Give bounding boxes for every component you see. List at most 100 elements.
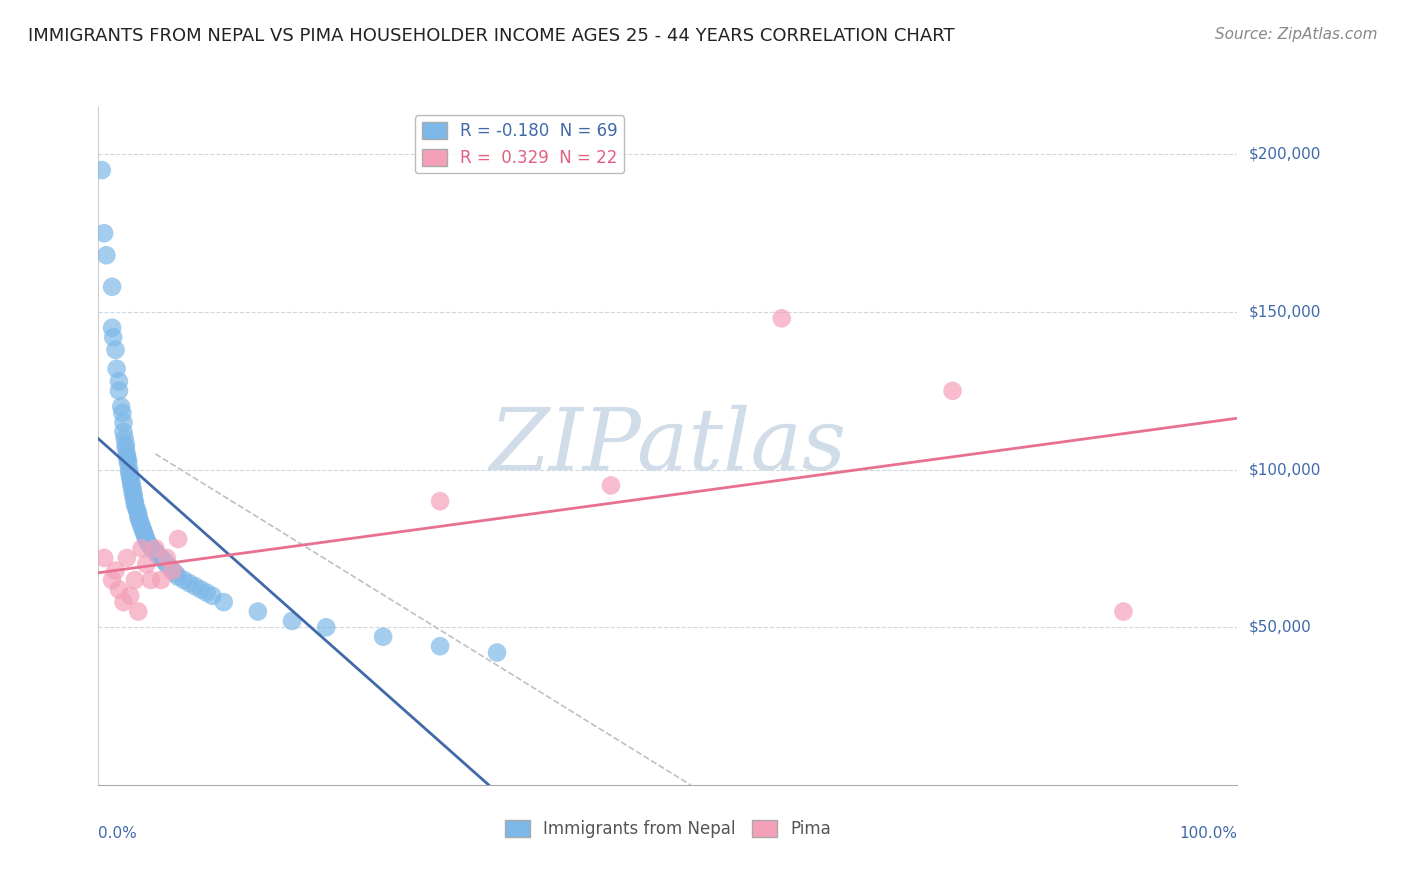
Point [93,550,115,565]
Point [118,466,141,480]
Point [121,482,143,496]
Point [112,425,135,439]
Point [141,541,163,556]
Point [127,507,149,521]
Point [156,550,179,565]
Point [124,573,146,587]
Point [128,513,150,527]
Point [770,311,793,326]
Text: $100,000: $100,000 [1249,462,1322,477]
Point [190,582,212,597]
Point [371,630,394,644]
Point [103,330,125,344]
Point [165,566,187,581]
Point [114,441,136,455]
Text: 0.0%: 0.0% [98,826,138,840]
Point [129,516,152,531]
Point [120,472,142,486]
Point [115,447,138,461]
Point [138,538,160,552]
Point [162,564,184,578]
Point [167,570,190,584]
Point [122,491,145,505]
Point [93,226,115,240]
Point [162,564,184,578]
Point [127,503,149,517]
Point [101,279,124,293]
Point [281,614,304,628]
Point [132,525,155,540]
Point [120,475,142,490]
Text: 100.0%: 100.0% [1180,826,1237,840]
Text: ZIPatlas: ZIPatlas [489,405,846,487]
Point [132,523,155,537]
Point [139,573,162,587]
Point [131,519,153,533]
Point [125,500,148,515]
Text: $200,000: $200,000 [1249,147,1322,161]
Point [122,488,145,502]
Point [146,548,169,562]
Point [429,494,451,508]
Point [111,406,134,420]
Point [127,605,149,619]
Point [167,532,190,546]
Point [429,639,451,653]
Legend: Immigrants from Nepal, Pima: Immigrants from Nepal, Pima [498,813,838,845]
Point [179,576,201,591]
Point [105,361,128,376]
Point [104,343,127,357]
Point [145,541,167,556]
Point [135,558,157,572]
Point [195,585,218,599]
Point [131,541,153,556]
Point [135,532,157,546]
Point [96,248,118,262]
Point [159,560,181,574]
Point [600,478,623,492]
Point [118,463,141,477]
Point [120,469,142,483]
Point [184,579,207,593]
Point [114,431,136,445]
Point [156,558,179,572]
Point [153,554,176,568]
Point [150,550,173,565]
Text: Source: ZipAtlas.com: Source: ZipAtlas.com [1215,27,1378,42]
Point [486,646,509,660]
Point [136,535,159,549]
Point [145,544,167,558]
Point [212,595,235,609]
Point [315,620,337,634]
Point [1112,605,1135,619]
Point [120,478,142,492]
Point [114,437,136,451]
Point [246,605,269,619]
Point [127,510,149,524]
Point [173,573,195,587]
Text: $50,000: $50,000 [1249,620,1312,635]
Point [110,400,132,414]
Point [121,484,143,499]
Point [108,384,131,398]
Point [104,564,127,578]
Point [117,456,139,470]
Point [115,550,138,565]
Text: $150,000: $150,000 [1249,304,1322,319]
Point [150,573,173,587]
Point [101,573,124,587]
Point [90,163,112,178]
Point [112,595,135,609]
Point [124,494,146,508]
Point [108,582,131,597]
Point [117,453,139,467]
Point [134,529,156,543]
Point [201,589,224,603]
Point [120,589,142,603]
Point [101,320,124,334]
Text: IMMIGRANTS FROM NEPAL VS PIMA HOUSEHOLDER INCOME AGES 25 - 44 YEARS CORRELATION : IMMIGRANTS FROM NEPAL VS PIMA HOUSEHOLDE… [28,27,955,45]
Point [115,450,138,464]
Point [112,415,135,429]
Point [108,375,131,389]
Point [124,497,146,511]
